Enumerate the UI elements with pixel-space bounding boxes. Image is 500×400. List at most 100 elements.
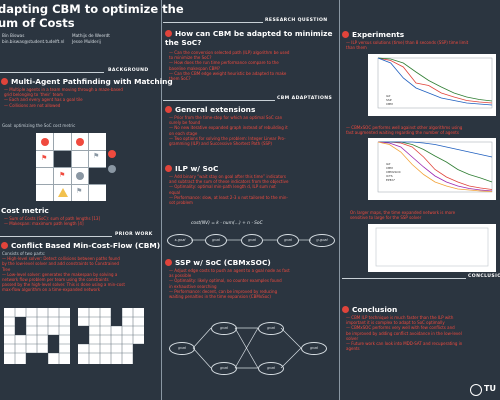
exp-text-3: On larger maps, the time expanded networ… bbox=[350, 210, 498, 220]
rq-text: — Can the conversion selected path (ILP)… bbox=[169, 50, 333, 81]
section-tag: BACKGROUND bbox=[108, 68, 149, 73]
column-divider bbox=[161, 0, 162, 400]
network-node: goal bbox=[169, 342, 195, 355]
author-block: Mathijs de Weerdt Jesse Mulderij bbox=[72, 33, 110, 44]
bullet-line: be improved by adding conflict avoidance… bbox=[346, 330, 462, 336]
bullet-line: — Each and every agent has a goal tile bbox=[4, 97, 83, 103]
legend-entry: ILP bbox=[386, 162, 391, 166]
heading-cost: Cost metric bbox=[1, 206, 49, 215]
chart-1-legend: ILP SSP CBM bbox=[386, 94, 393, 106]
cost-text: — Sum of Costs (SoC): sum of path length… bbox=[4, 216, 154, 226]
agent-icon bbox=[76, 138, 84, 146]
heading-experiments: Experiments bbox=[342, 30, 404, 39]
bullet-line: agents bbox=[346, 346, 360, 352]
heading-text: Multi-Agent Pathfinding with Matching bbox=[11, 77, 173, 86]
section-tag: CONCLUSION bbox=[468, 274, 500, 279]
bullet-dot-icon bbox=[165, 259, 172, 266]
bullet-line: — Future work can look into MDD-SAT and … bbox=[346, 341, 463, 347]
heading-text: Conflict Based Min-Cost-Flow (CBM) bbox=[11, 241, 161, 250]
section-tag: RESEARCH QUESTION bbox=[265, 18, 328, 23]
bullet-line: surely be found bbox=[169, 120, 201, 126]
series-line-cbm bbox=[377, 57, 493, 106]
network-node: goal bbox=[258, 362, 284, 375]
bullet-line: in exhaustive searching bbox=[169, 283, 217, 289]
bullet-line: — Sum of Costs (SoC): sum of path length… bbox=[4, 216, 101, 221]
network-node: goal bbox=[211, 322, 237, 335]
ssp-network-edges bbox=[192, 327, 302, 369]
bullet-line: passed by the high-level solver. This is… bbox=[2, 282, 125, 288]
bullet-line: as possible bbox=[169, 273, 192, 279]
heading-text: How can CBM be adapted to minimize the S… bbox=[165, 29, 333, 47]
bullet-line: — Optimality: likely optimal, no counter… bbox=[169, 278, 282, 284]
chart-2-legend: ILP CBM CBMxSOC ICTS EPEA* bbox=[386, 162, 401, 182]
author-block: Bin Biswas bin.biswas@student.tudelft.nl bbox=[2, 33, 64, 44]
series-line-icts bbox=[377, 141, 493, 192]
title-line: dapting CBM to optimize the bbox=[0, 2, 184, 16]
section-tag: CBM ADAPTATIONS bbox=[277, 96, 333, 101]
chart-3-svg bbox=[375, 227, 489, 267]
heading-conclusion: Conclusion bbox=[342, 305, 397, 314]
intro-line: Consists of two parts: bbox=[2, 251, 46, 256]
bullet-dot-icon bbox=[165, 30, 172, 37]
network-node: g-goal bbox=[309, 234, 335, 247]
bullet-line: — Performance: decent, can be improved b… bbox=[169, 288, 278, 294]
heading-text: SSP w/ SoC (CBMxSOC) bbox=[175, 258, 271, 267]
network-node: goal bbox=[258, 322, 284, 335]
bullet-line: fast augmented waiting regarding the num… bbox=[346, 130, 459, 136]
series-line-ilp bbox=[378, 141, 493, 190]
bullet-line: — ILP versus solutions (time) than 8 sec… bbox=[346, 40, 469, 45]
bullet-line: grid belonging to ‘their’ team bbox=[4, 92, 63, 98]
bullet-dot-icon bbox=[342, 31, 349, 38]
bullet-line: — Adjust edge costs to push an agent to … bbox=[169, 268, 290, 273]
chart-1: ILP SSP CBM bbox=[368, 54, 496, 116]
legend-entry: CBM bbox=[386, 166, 393, 170]
bullet-line: on each stage bbox=[169, 130, 198, 136]
column-left: dapting CBM to optimize the um of Costs … bbox=[0, 0, 184, 400]
bullet-line: — CBM ILP technique is much faster than … bbox=[346, 315, 454, 320]
grid-figure bbox=[4, 308, 70, 364]
chart-frame bbox=[377, 141, 493, 193]
agent-icon bbox=[76, 172, 84, 180]
bullet-line: — Two options for solving the problem: I… bbox=[169, 135, 286, 141]
collision-warning-icon bbox=[58, 188, 68, 197]
bullet-line: Tree bbox=[2, 266, 11, 272]
bullet-line: — How does the run time performance comp… bbox=[169, 60, 279, 66]
bullet-line: waiting penalties in the time expansion … bbox=[169, 294, 271, 300]
goal-flag-icon: ⚑ bbox=[76, 187, 83, 195]
bullet-line: equal bbox=[169, 189, 181, 195]
section-rule bbox=[163, 22, 263, 23]
author-email: bin.biswas@student.tudelft.nl bbox=[2, 38, 65, 44]
heading-ssp: SSP w/ SoC (CBMxSOC) bbox=[165, 258, 271, 267]
legend-agent-icon bbox=[108, 165, 116, 173]
bullet-line: and subtract the sum of these indicators… bbox=[169, 179, 289, 185]
network-node: s-goal bbox=[167, 234, 193, 247]
network-node: goal bbox=[277, 234, 299, 247]
bullet-line: sensitive to large for the SSP solver bbox=[350, 215, 422, 221]
network-node: goal bbox=[205, 234, 227, 247]
section-rule bbox=[342, 278, 466, 279]
series-line-ssp bbox=[377, 57, 493, 102]
legend-entry: CBMxSOC bbox=[386, 170, 401, 174]
bullet-line: baseline makespan CBM? bbox=[169, 65, 220, 71]
chart-frame bbox=[377, 57, 493, 109]
agent-icon bbox=[41, 138, 49, 146]
column-right: Experiments — ILP versus solutions (time… bbox=[342, 0, 500, 400]
bullet-line: to minimize the SoC? bbox=[169, 55, 212, 61]
author-name: Bin Biswas bbox=[2, 33, 25, 38]
goal-flag-icon: ⚑ bbox=[59, 171, 66, 179]
poster-title: dapting CBM to optimize the um of Costs bbox=[0, 2, 184, 30]
chart-1-svg bbox=[377, 57, 493, 109]
bullet-line: — Collisions are not allowed bbox=[4, 102, 61, 108]
heading-text: General extensions bbox=[175, 105, 256, 114]
bullet-line: — Multiple agents in a team moving throu… bbox=[4, 87, 123, 92]
cbm-text: Consists of two parts: — High-level solv… bbox=[2, 251, 158, 293]
formula: cost(NV) = k · num(…) + n · SoC bbox=[191, 221, 263, 226]
legend-entry: ILP bbox=[386, 94, 391, 98]
bullet-line: — Low-level solver: generates the makesp… bbox=[2, 271, 118, 277]
ssp-text: — Adjust edge costs to push an agent to … bbox=[169, 268, 333, 299]
bullet-line: solver bbox=[346, 335, 359, 341]
column-divider bbox=[339, 0, 340, 400]
section-tag: PRIOR WORK bbox=[115, 232, 153, 237]
legend-entry: SSP bbox=[386, 98, 392, 102]
